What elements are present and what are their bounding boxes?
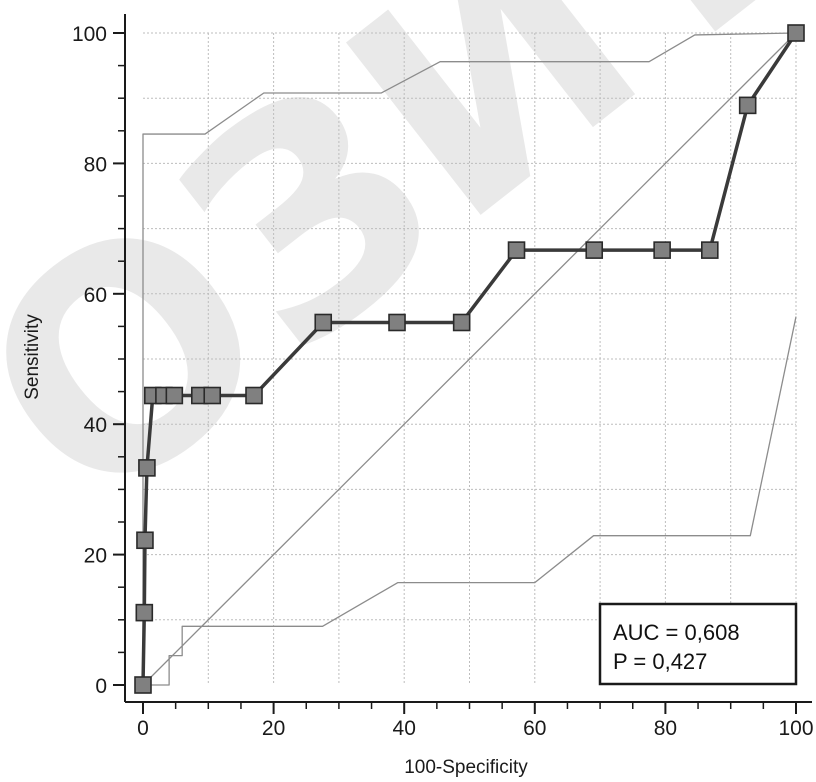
roc-point bbox=[134, 676, 152, 694]
gridlines bbox=[143, 32, 797, 685]
p-value-label: P = 0,427 bbox=[613, 649, 707, 674]
y-tick-label: 20 bbox=[84, 545, 107, 568]
roc-point bbox=[314, 313, 333, 332]
reference-diagonal bbox=[142, 32, 797, 686]
confidence-bounds bbox=[142, 32, 797, 686]
axes bbox=[113, 14, 812, 714]
y-tick-label: 60 bbox=[84, 284, 107, 307]
roc-point bbox=[203, 386, 222, 405]
stats-box-frame bbox=[598, 602, 798, 686]
roc-point bbox=[787, 24, 805, 42]
roc-markers bbox=[134, 24, 805, 694]
y-tick-labels: 0 20 40 60 80 100 bbox=[72, 23, 107, 698]
x-tick-label: 0 bbox=[137, 717, 149, 740]
roc-point bbox=[388, 313, 406, 332]
x-tick-labels: 0 20 40 60 80 100 bbox=[137, 717, 813, 740]
y-tick-label: 0 bbox=[95, 675, 107, 698]
x-tick-label: 100 bbox=[778, 717, 813, 740]
auc-label: AUC = 0,608 bbox=[613, 620, 740, 645]
roc-point bbox=[245, 386, 263, 405]
roc-point bbox=[138, 459, 156, 477]
roc-point bbox=[585, 241, 604, 259]
roc-point bbox=[701, 241, 719, 259]
x-tick-label: 80 bbox=[654, 717, 677, 740]
reference-diagonal-line bbox=[142, 32, 797, 686]
roc-point bbox=[738, 96, 757, 115]
y-tick-label: 40 bbox=[84, 414, 107, 437]
y-axis-title: Sensitivity bbox=[22, 314, 43, 400]
x-tick-label: 60 bbox=[523, 717, 546, 740]
x-tick-label: 40 bbox=[393, 717, 416, 740]
roc-point bbox=[135, 603, 154, 622]
confidence-lower-line bbox=[143, 316, 797, 686]
roc-point bbox=[653, 241, 671, 259]
x-axis-title: 100-Specificity bbox=[404, 757, 528, 778]
confidence-upper-line bbox=[142, 32, 797, 685]
roc-point bbox=[136, 531, 154, 550]
y-tick-label: 80 bbox=[84, 153, 107, 176]
stats-box: AUC = 0,608 P = 0,427 bbox=[598, 602, 798, 686]
roc-point bbox=[165, 386, 184, 405]
y-tick-label: 100 bbox=[72, 23, 107, 46]
roc-point bbox=[507, 241, 526, 259]
roc-point bbox=[452, 313, 471, 332]
x-tick-label: 20 bbox=[262, 717, 285, 740]
